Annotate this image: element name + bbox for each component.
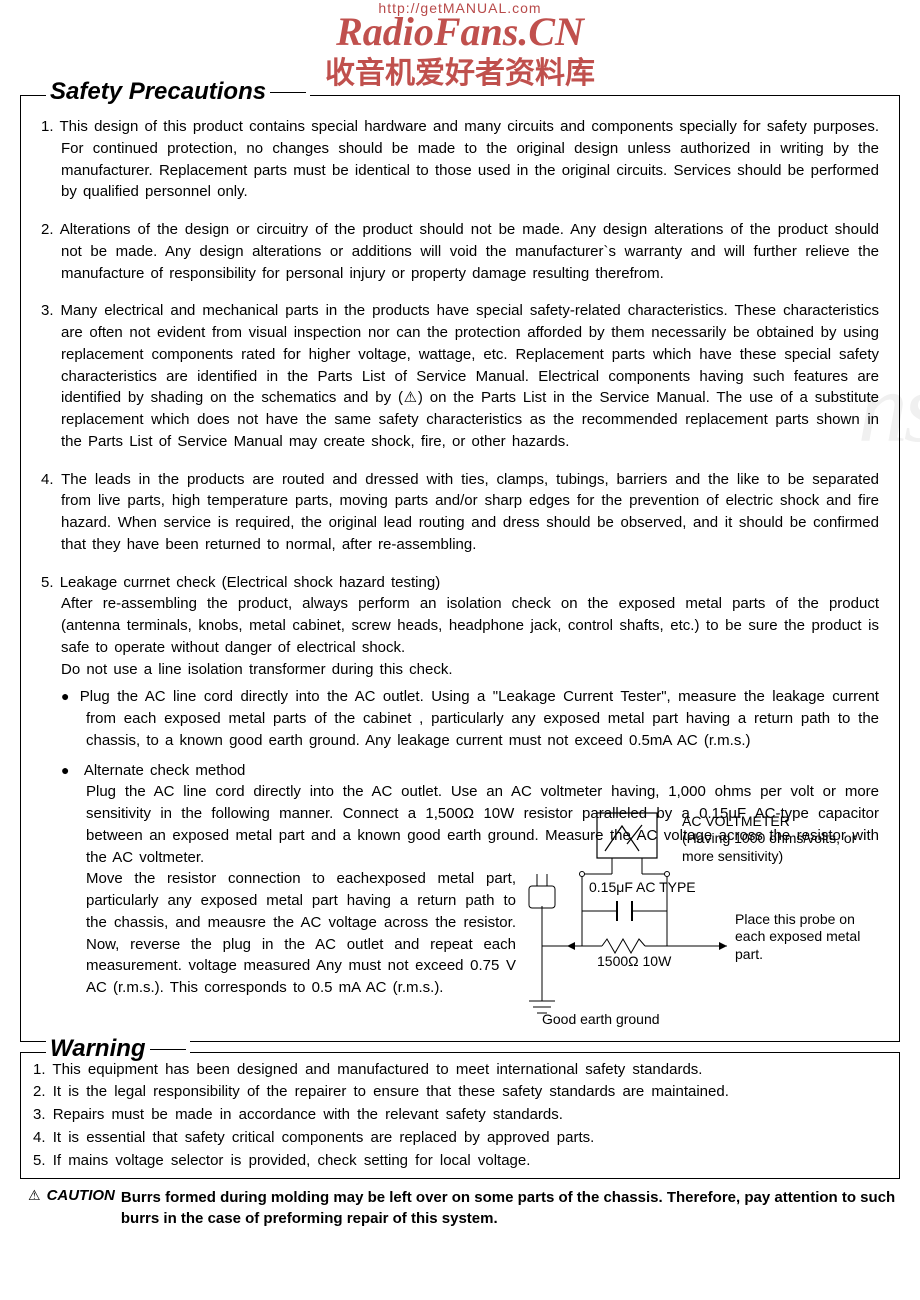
watermark-url: http://getMANUAL.com — [0, 0, 920, 16]
leakage-test-diagram: AC VOLTMETER (Having 1000 ohms/volts, or… — [507, 811, 877, 1031]
warning-item-5: 5. If mains voltage selector is provided… — [33, 1150, 887, 1172]
diagram-cap-text: 0.15μF AC TYPE — [589, 879, 696, 895]
watermark-site-title: RadioFans.CN — [0, 8, 920, 55]
diagram-voltmeter-note: (Having 1000 ohms/volts, or more sensiti… — [682, 830, 856, 864]
warning-triangle-icon: ⚠ — [28, 1187, 41, 1204]
warning-item-3-text: Repairs must be made in accordance with … — [53, 1106, 563, 1123]
safety-item-2: 2. Alterations of the design or circuitr… — [41, 219, 879, 284]
safety-item-4-text: The leads in the products are routed and… — [61, 471, 879, 553]
safety-item-2-text: Alterations of the design or circuitry o… — [60, 221, 879, 282]
safety-item-3: 3. Many electrical and mechanical parts … — [41, 300, 879, 452]
safety-item-3-text: Many electrical and mechanical parts in … — [61, 302, 879, 450]
diagram-res-text: 1500Ω 10W — [597, 953, 671, 969]
warning-item-3: 3. Repairs must be made in accordance wi… — [33, 1104, 887, 1126]
warning-list: 1. This equipment has been designed and … — [33, 1059, 887, 1172]
diagram-voltmeter-title: AC VOLTMETER — [682, 813, 790, 829]
warning-item-4-text: It is essential that safety critical com… — [53, 1129, 595, 1146]
warning-item-5-text: If mains voltage selector is provided, c… — [53, 1152, 531, 1169]
safety-item-1-text: This design of this product contains spe… — [60, 118, 880, 200]
safety-item-5-text: Leakage currnet check (Electrical shock … — [60, 574, 879, 678]
caution-keyword: CAUTION — [47, 1187, 115, 1204]
warning-box: Warning 1. This equipment has been desig… — [20, 1052, 900, 1180]
warning-heading: Warning — [46, 1035, 190, 1063]
warning-item-4: 4. It is essential that safety critical … — [33, 1127, 887, 1149]
warning-item-1-text: This equipment has been designed and man… — [52, 1061, 702, 1078]
safety-bullet-2-title: Alternate check method — [84, 762, 246, 779]
safety-heading: Safety Precautions — [46, 78, 310, 106]
warning-item-2-text: It is the legal responsibility of the re… — [53, 1083, 729, 1100]
warning-item-2: 2. It is the legal responsibility of the… — [33, 1081, 887, 1103]
safety-precautions-box: Safety Precautions 1. This design of thi… — [20, 95, 900, 1042]
safety-item-1: 1. This design of this product contains … — [41, 116, 879, 203]
caution-text: Burrs formed during molding may be left … — [121, 1187, 900, 1229]
safety-bullet-2-body-b: Move the resistor connection to eachexpo… — [86, 870, 516, 996]
safety-bullet-1: Plug the AC line cord directly into the … — [61, 686, 879, 751]
caution-line: ⚠ CAUTION Burrs formed during molding ma… — [20, 1187, 900, 1229]
warning-heading-text: Warning — [50, 1035, 146, 1062]
safety-item-4: 4. The leads in the products are routed … — [41, 469, 879, 556]
safety-heading-text: Safety Precautions — [50, 78, 266, 105]
diagram-ground-text: Good earth ground — [542, 1011, 660, 1027]
diagram-probe-note: Place this probe on each exposed metal p… — [735, 911, 865, 964]
